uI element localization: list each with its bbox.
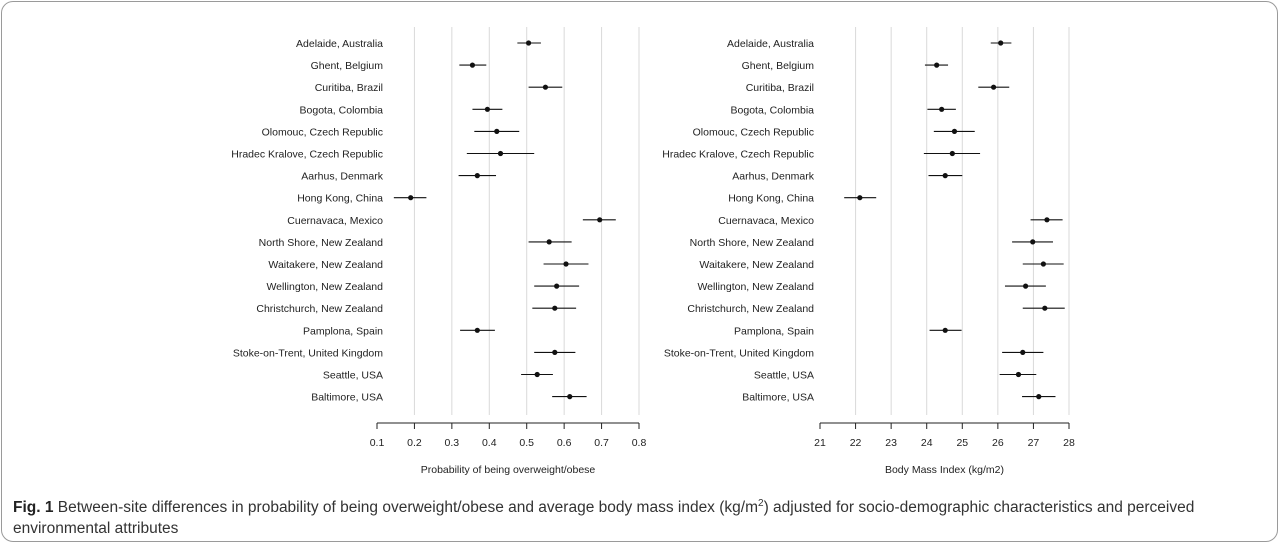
right-row-label: Ghent, Belgium xyxy=(742,60,815,72)
left-row-label: Hradec Kralove, Czech Republic xyxy=(231,149,383,161)
left-forest-plot: Adelaide, Australia Ghent, Belgium Curitib… xyxy=(231,27,646,476)
right-x-tick-label: 26 xyxy=(992,437,1004,449)
right-point-estimate xyxy=(939,106,945,112)
right-row-label: Bogota, Colombia xyxy=(731,104,815,116)
left-row-label: Baltimore, USA xyxy=(311,392,383,404)
left-x-tick-label: 0.5 xyxy=(519,437,534,449)
left-x-tick-label: 0.2 xyxy=(407,437,422,449)
right-point-estimate xyxy=(990,84,997,90)
left-point-estimate xyxy=(552,349,558,355)
left-point-estimate xyxy=(474,327,480,333)
left-row-label: Seattle, USA xyxy=(323,370,383,382)
right-x-tick-label: 28 xyxy=(1063,437,1075,449)
right-row-label: Hong Kong, China xyxy=(728,193,814,205)
left-point-estimate xyxy=(563,261,569,267)
left-x-tick-label: 0.4 xyxy=(482,437,497,449)
right-row-label: Curitiba, Brazil xyxy=(746,82,814,94)
right-point-estimate xyxy=(1036,394,1042,400)
right-point-estimate xyxy=(1020,349,1026,355)
right-row-label: Hradec Kralove, Czech Republic xyxy=(662,149,814,161)
left-row-label: Christchurch, New Zealand xyxy=(256,303,383,315)
left-point-estimate xyxy=(597,217,603,223)
right-point-estimate xyxy=(942,173,948,179)
right-row-label: Christchurch, New Zealand xyxy=(687,303,814,315)
right-point-estimate xyxy=(1023,283,1029,289)
right-x-tick-label: 22 xyxy=(850,437,862,449)
right-row-label: Olomouc, Czech Republic xyxy=(693,126,814,138)
left-row-label: Cuernavaca, Mexico xyxy=(287,215,383,227)
left-point-estimate xyxy=(474,173,480,179)
left-point-estimate xyxy=(554,283,560,289)
figure-charts: Adelaide, Australia Ghent, Belgium Curitib… xyxy=(231,27,1075,476)
right-point-estimate xyxy=(1030,239,1036,245)
right-row-label: Stoke-on-Trent, United Kingdom xyxy=(664,347,814,359)
left-row-label: Hong Kong, China xyxy=(297,193,383,205)
right-row-label: North Shore, New Zealand xyxy=(690,237,814,249)
caption-text-before: Between-site differences in probability … xyxy=(53,499,758,516)
right-row-label: Aarhus, Denmark xyxy=(732,171,814,183)
caption-superscript: 2 xyxy=(758,497,764,509)
right-x-tick-label: 21 xyxy=(814,437,826,449)
right-row-label: Wellington, New Zealand xyxy=(697,281,814,293)
left-row-label: Waitakere, New Zealand xyxy=(268,259,383,271)
right-point-estimate xyxy=(942,327,948,333)
left-row-label: Bogota, Colombia xyxy=(300,104,384,116)
right-row-label: Baltimore, USA xyxy=(742,392,814,404)
right-point-estimate xyxy=(934,62,940,68)
left-point-estimate xyxy=(546,239,552,245)
left-point-estimate xyxy=(497,150,504,157)
left-x-tick-label: 0.7 xyxy=(594,437,609,449)
caption-label: Fig. 1 xyxy=(13,499,54,516)
left-x-axis-title: Probability of being overweight/obese xyxy=(421,464,596,476)
right-row-label: Pamplona, Spain xyxy=(734,325,814,337)
left-x-tick-label: 0.8 xyxy=(632,437,647,449)
left-point-estimate xyxy=(525,40,532,46)
left-row-label: Curitiba, Brazil xyxy=(315,82,383,94)
right-point-estimate xyxy=(998,40,1004,46)
left-x-tick-label: 0.1 xyxy=(370,437,385,449)
left-row-label: Aarhus, Denmark xyxy=(301,171,383,183)
left-row-label: Ghent, Belgium xyxy=(311,60,384,72)
right-point-estimate xyxy=(949,150,955,157)
left-point-estimate xyxy=(408,195,414,201)
right-row-label: Waitakere, New Zealand xyxy=(699,259,814,271)
left-point-estimate xyxy=(542,84,549,90)
caption-text-after: ) adjusted for socio-demographic charact… xyxy=(13,499,1195,537)
left-x-tick-label: 0.6 xyxy=(557,437,572,449)
right-row-label: Seattle, USA xyxy=(754,370,814,382)
right-point-estimate xyxy=(1040,261,1046,267)
left-x-tick-label: 0.3 xyxy=(445,437,460,449)
figure-caption: Fig. 1 Between-site differences in proba… xyxy=(13,497,1263,539)
left-row-label: Wellington, New Zealand xyxy=(266,281,383,293)
right-point-estimate xyxy=(1042,305,1048,311)
right-x-tick-label: 27 xyxy=(1028,437,1040,449)
left-point-estimate xyxy=(534,371,540,378)
right-x-tick-label: 24 xyxy=(921,437,933,449)
right-point-estimate xyxy=(1044,217,1050,223)
right-point-estimate xyxy=(857,195,863,201)
left-row-label: Pamplona, Spain xyxy=(303,325,383,337)
right-point-estimate xyxy=(951,128,958,134)
right-x-tick-label: 23 xyxy=(885,437,897,449)
left-point-estimate xyxy=(469,62,476,68)
left-point-estimate xyxy=(484,106,491,112)
right-row-label: Cuernavaca, Mexico xyxy=(718,215,814,227)
left-row-label: Stoke-on-Trent, United Kingdom xyxy=(233,347,383,359)
left-point-estimate xyxy=(567,394,573,400)
left-row-label: Olomouc, Czech Republic xyxy=(262,126,383,138)
right-row-label: Adelaide, Australia xyxy=(727,38,814,50)
right-x-tick-label: 25 xyxy=(956,437,968,449)
right-forest-plot: Adelaide, Australia Ghent, Belgium Curitib… xyxy=(662,27,1075,476)
right-x-axis-title: Body Mass Index (kg/m2) xyxy=(885,464,1004,476)
left-row-label: Adelaide, Australia xyxy=(296,38,383,50)
left-row-label: North Shore, New Zealand xyxy=(259,237,383,249)
left-point-estimate xyxy=(552,305,558,311)
left-point-estimate xyxy=(494,128,500,134)
right-point-estimate xyxy=(1015,371,1022,378)
